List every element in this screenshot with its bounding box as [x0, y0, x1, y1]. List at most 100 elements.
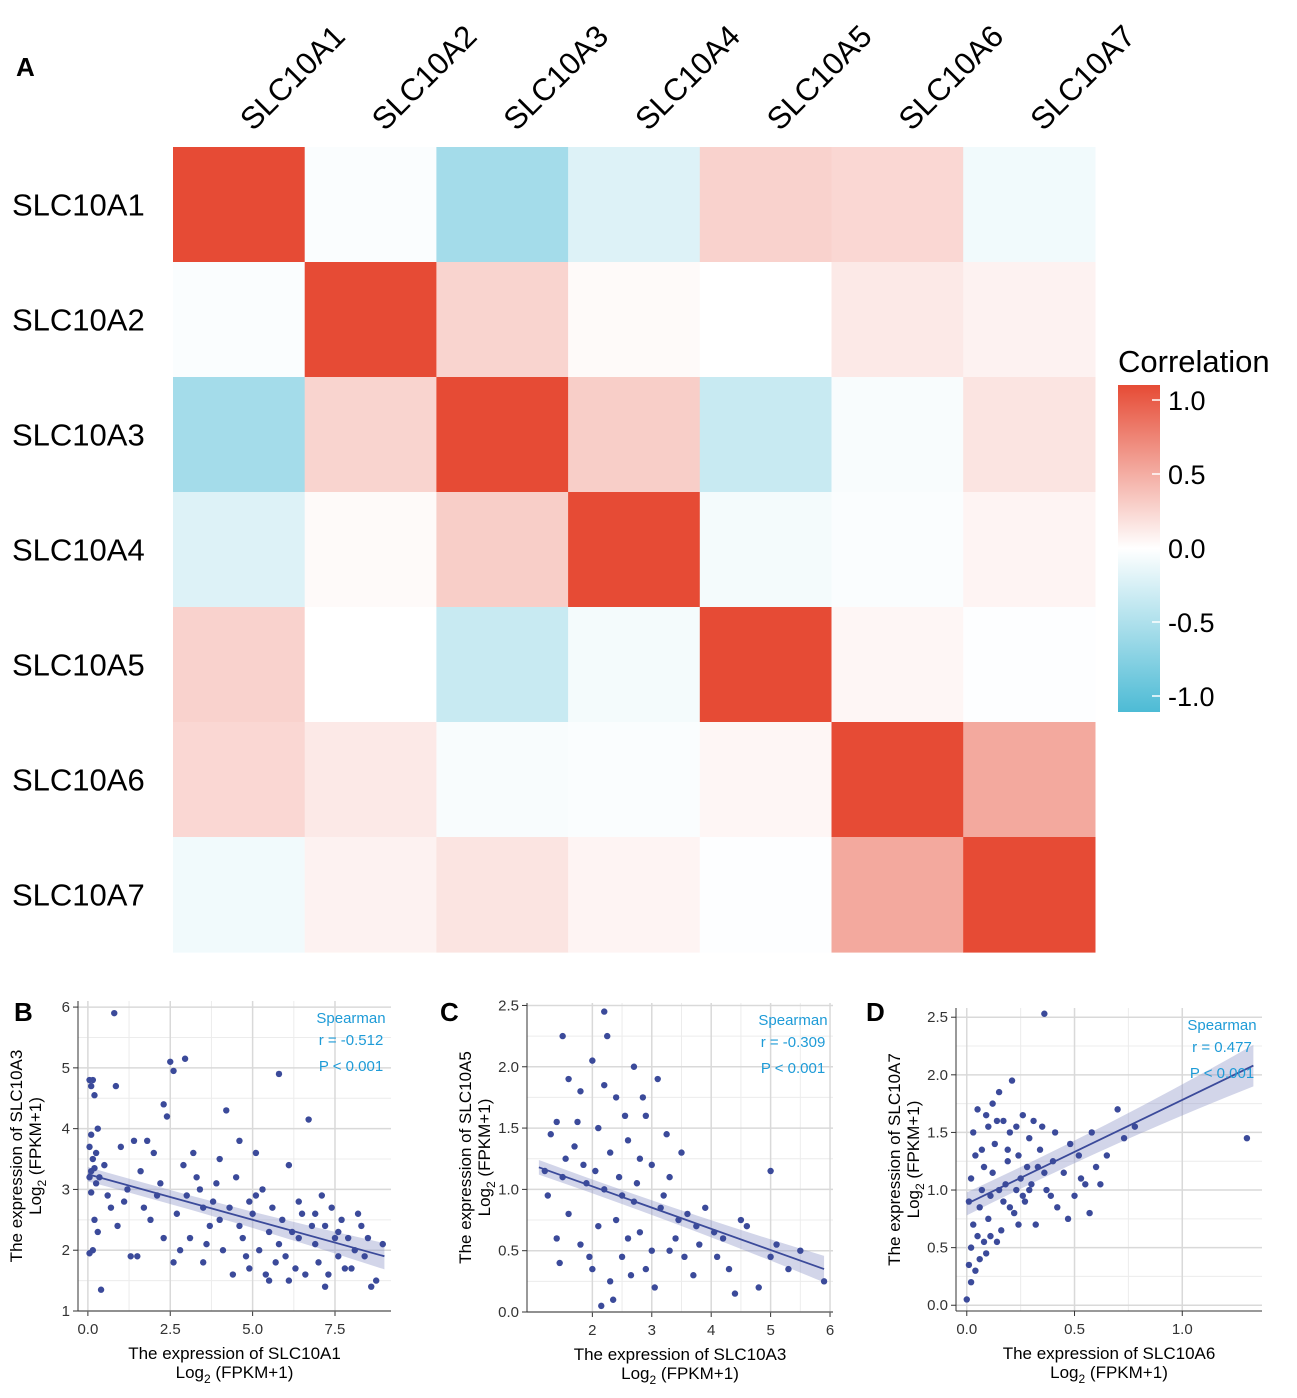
- legend-tick-label: 0.0: [1168, 534, 1206, 564]
- scatter-point: [91, 1216, 98, 1224]
- heatmap-row-label: SLC10A2: [12, 303, 145, 338]
- regression-line: [87, 1173, 385, 1258]
- scatter-point: [1000, 1117, 1007, 1125]
- panel-label-a: A: [16, 52, 35, 82]
- scatter-point: [229, 1271, 237, 1278]
- scatter-point: [663, 1131, 670, 1138]
- scatter-point: [1071, 1192, 1078, 1199]
- scatter-point: [1120, 1134, 1128, 1142]
- scatter-point: [259, 1186, 266, 1193]
- scatter-point: [321, 1222, 329, 1230]
- heatmap-cell: [304, 722, 437, 838]
- y-tick-label: 1: [62, 1303, 70, 1320]
- scatter-point: [719, 1235, 727, 1242]
- scatter-point: [1004, 1158, 1011, 1165]
- scatter-point: [368, 1283, 375, 1290]
- scatter-point: [354, 1210, 362, 1217]
- scatter-point: [308, 1222, 316, 1230]
- scatter-point: [785, 1265, 792, 1273]
- y-unit-main: Log: [26, 1186, 45, 1214]
- scatter-point: [978, 1146, 986, 1153]
- scatter-point: [232, 1174, 240, 1181]
- scatter-point: [341, 1265, 349, 1272]
- scatter-point: [648, 1161, 655, 1169]
- scatter-point: [114, 1222, 121, 1230]
- scatter-point: [143, 1137, 151, 1145]
- heatmap-cell: [568, 377, 701, 493]
- scatter-point: [621, 1112, 629, 1120]
- scatter-point: [265, 1277, 273, 1284]
- scatter-point: [666, 1173, 673, 1181]
- y-tick-label: 1.0: [927, 1182, 948, 1199]
- x-axis-label-unit: Log2 (FPKM+1): [176, 1363, 294, 1386]
- scatter-point: [236, 1137, 243, 1145]
- y-unit-tail: (FPKM+1): [475, 1099, 494, 1182]
- scatter-point: [601, 1081, 608, 1089]
- scatter-point: [985, 1215, 992, 1223]
- scatter-point: [275, 1240, 283, 1248]
- scatter-point: [660, 1192, 667, 1199]
- scatter-point: [167, 1058, 174, 1065]
- scatter-point: [1026, 1186, 1033, 1194]
- scatter-point: [980, 1238, 988, 1246]
- y-axis-label-unit: Log2 (FPKM+1): [904, 1101, 927, 1219]
- scatter-point: [236, 1222, 243, 1230]
- heatmap-cell: [699, 262, 833, 378]
- x-unit-sub: 2: [1079, 1372, 1086, 1386]
- scatter-point: [595, 1124, 602, 1132]
- scatter-point: [985, 1123, 992, 1130]
- scatter-point: [1060, 1169, 1067, 1176]
- heatmap-cell: [699, 607, 833, 723]
- scatter-point: [1041, 1010, 1048, 1017]
- scatter-point: [974, 1232, 981, 1240]
- scatter-point: [998, 1227, 1005, 1234]
- scatter-point: [318, 1192, 326, 1199]
- heatmap-col-label: SLC10A7: [1023, 18, 1142, 137]
- scatter-point: [731, 1290, 739, 1297]
- y-unit-tail: (FPKM+1): [26, 1097, 45, 1180]
- scatter-point: [963, 1296, 970, 1303]
- scatter-point: [995, 1088, 1003, 1096]
- y-unit-tail: (FPKM+1): [904, 1101, 923, 1184]
- scatter-point: [989, 1169, 996, 1176]
- heatmap-cell: [831, 377, 964, 493]
- scatter-point: [325, 1271, 332, 1278]
- x-unit-main: Log: [1050, 1363, 1078, 1382]
- heatmap-cell: [436, 262, 569, 378]
- heatmap-cell: [173, 607, 306, 723]
- spearman-r: r = -0.512: [319, 1032, 384, 1049]
- scatter-point: [112, 1082, 120, 1090]
- scatter-point: [797, 1247, 804, 1254]
- scatter-point: [170, 1259, 177, 1266]
- y-tick-label: 2: [62, 1242, 70, 1259]
- y-tick-label: 0.0: [927, 1297, 948, 1314]
- scatter-point: [1131, 1123, 1139, 1130]
- scatter-point: [577, 1241, 584, 1248]
- heatmap-cell: [568, 837, 701, 953]
- heatmap-col-label: SLC10A4: [628, 18, 747, 137]
- scatter-point: [111, 1009, 118, 1017]
- scatter-point: [556, 1259, 563, 1267]
- heatmap-cell: [699, 837, 833, 953]
- scatter-point: [1000, 1198, 1007, 1205]
- scatter-point: [364, 1234, 372, 1242]
- scatter-point: [285, 1277, 293, 1284]
- x-axis-label-unit: Log2 (FPKM+1): [1050, 1363, 1168, 1386]
- heatmap-cell: [831, 147, 964, 263]
- scatter-point: [1097, 1181, 1104, 1188]
- scatter-point: [681, 1253, 688, 1261]
- scatter-point: [967, 1244, 975, 1251]
- heatmap-cell: [568, 147, 701, 263]
- scatter-point: [976, 1204, 983, 1211]
- scatter-point: [627, 1272, 635, 1279]
- scatter-point: [86, 1143, 93, 1151]
- panel-label: D: [866, 997, 885, 1027]
- scatter-point: [91, 1092, 98, 1099]
- scatter-point: [696, 1241, 703, 1248]
- scatter-point: [755, 1284, 762, 1291]
- scatter-point: [633, 1180, 641, 1187]
- scatter-point: [104, 1192, 111, 1199]
- scatter-point: [1013, 1123, 1020, 1130]
- x-axis-label: The expression of SLC10A1: [128, 1344, 341, 1363]
- scatter-point: [1028, 1181, 1035, 1188]
